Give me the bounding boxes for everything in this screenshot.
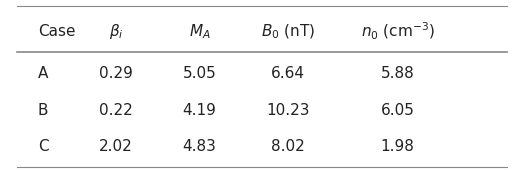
Text: 4.19: 4.19	[182, 103, 216, 118]
Text: 1.98: 1.98	[380, 139, 414, 154]
Text: B: B	[38, 103, 48, 118]
Text: A: A	[38, 66, 48, 81]
Text: Case: Case	[38, 24, 75, 39]
Text: 6.64: 6.64	[271, 66, 305, 81]
Text: 0.22: 0.22	[99, 103, 133, 118]
Text: $n_0$ (cm$^{-3}$): $n_0$ (cm$^{-3}$)	[361, 21, 434, 42]
Text: 8.02: 8.02	[271, 139, 305, 154]
Text: 0.29: 0.29	[99, 66, 133, 81]
Text: 10.23: 10.23	[266, 103, 310, 118]
Text: $M_A$: $M_A$	[189, 22, 210, 41]
Text: 5.05: 5.05	[182, 66, 216, 81]
Text: 2.02: 2.02	[99, 139, 133, 154]
Text: $B_0$ (nT): $B_0$ (nT)	[261, 22, 315, 41]
Text: 6.05: 6.05	[380, 103, 414, 118]
Text: $\beta_i$: $\beta_i$	[109, 22, 123, 41]
Text: 4.83: 4.83	[182, 139, 216, 154]
Text: C: C	[38, 139, 49, 154]
Text: 5.88: 5.88	[380, 66, 414, 81]
